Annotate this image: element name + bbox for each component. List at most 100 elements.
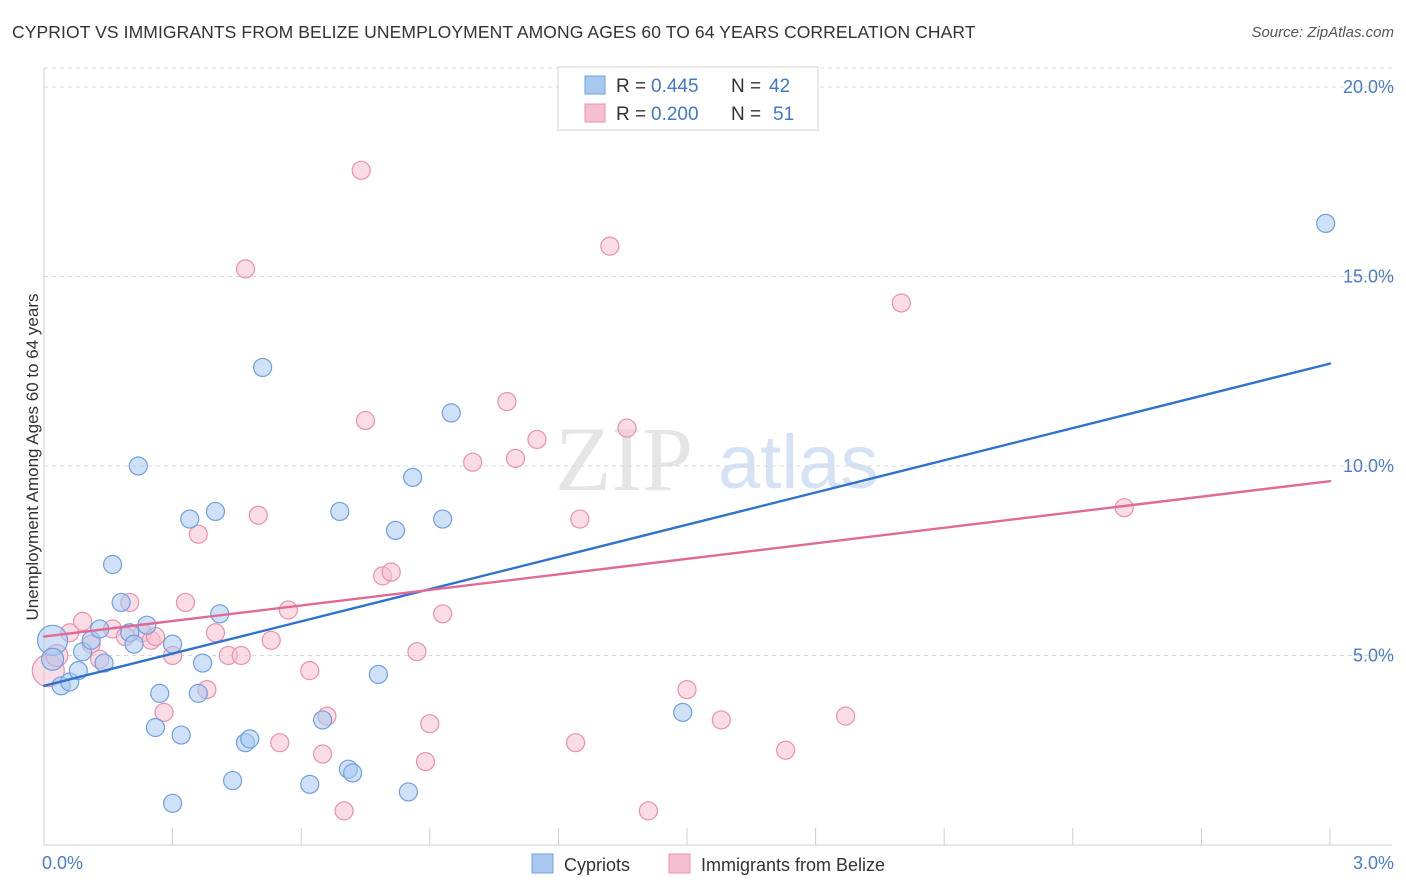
- cypriots-point: [150, 683, 170, 703]
- cypriots-point: [253, 357, 273, 378]
- belize-point: [407, 642, 427, 662]
- grid: [44, 67, 1392, 656]
- cypriots-point: [163, 634, 183, 654]
- y-tick-label: 15.0%: [1343, 266, 1394, 286]
- cypriots-point: [128, 456, 148, 476]
- source-label: Source: ZipAtlas.com: [1251, 24, 1394, 41]
- belize-point: [248, 505, 268, 525]
- series-immigrants-from-belize-points: [31, 160, 1134, 821]
- belize-point: [505, 448, 526, 468]
- legend-n-value-2: 51: [773, 104, 794, 125]
- cypriots-point: [163, 793, 183, 813]
- belize-point: [154, 702, 174, 722]
- cypriots-point: [433, 509, 453, 529]
- belize-point: [313, 744, 333, 764]
- x-ticks: [172, 828, 1331, 845]
- cypriots-point: [300, 774, 320, 794]
- cypriots-point: [193, 653, 213, 673]
- belize-point: [617, 418, 637, 438]
- cypriots-point: [385, 520, 406, 541]
- cypriots-point: [441, 403, 461, 423]
- cypriots-point: [102, 554, 123, 575]
- x-tick-label-min: 0.0%: [42, 853, 83, 873]
- cypriots-point: [313, 710, 333, 730]
- belize-point: [527, 429, 547, 450]
- legend-r-value-1: 0.445: [651, 76, 699, 97]
- belize-point: [351, 160, 371, 180]
- legend-r-value-2: 0.200: [651, 104, 699, 125]
- watermark-atlas: atlas: [718, 420, 879, 505]
- cypriots-point: [188, 683, 208, 703]
- chart-title: CYPRIOT VS IMMIGRANTS FROM BELIZE UNEMPL…: [12, 22, 976, 42]
- belize-point: [334, 801, 354, 821]
- cypriots-point: [145, 717, 166, 738]
- cypriots-point: [40, 647, 65, 671]
- cypriots-point: [673, 702, 693, 722]
- belize-point: [270, 733, 290, 753]
- cypriots-point: [368, 664, 388, 685]
- cypriots-point: [180, 509, 200, 529]
- belize-point: [497, 391, 517, 412]
- cypriots-point: [403, 467, 423, 487]
- legend-n-label-1: N =: [731, 76, 766, 97]
- belize-point: [463, 452, 483, 472]
- legend-swatch-belize: [584, 103, 606, 123]
- series-legend: Cypriots Immigrants from Belize: [531, 853, 885, 875]
- belize-point: [836, 706, 856, 726]
- legend-label-cypriots: Cypriots: [564, 855, 630, 875]
- belize-point: [638, 801, 659, 821]
- series-cypriots-points: [36, 213, 1336, 813]
- belize-point: [891, 293, 911, 313]
- belize-point: [381, 562, 401, 582]
- y-tick-label: 20.0%: [1343, 77, 1394, 97]
- belize-point: [261, 630, 281, 650]
- cypriots-point: [205, 501, 226, 522]
- watermark: ZIP atlas: [555, 408, 879, 510]
- legend-n-value-1: 42: [769, 76, 790, 97]
- belize-point: [433, 604, 453, 624]
- belize-point: [420, 714, 440, 734]
- cypriots-point: [94, 653, 114, 673]
- cypriots-point: [240, 729, 260, 749]
- cypriots-point: [330, 501, 350, 522]
- belize-point: [355, 410, 376, 431]
- x-tick-label-max: 3.0%: [1353, 853, 1394, 873]
- cypriots-point: [1316, 213, 1336, 233]
- belize-point: [415, 752, 436, 772]
- cypriots-trend-line: [42, 362, 1332, 688]
- axes: [43, 68, 1392, 846]
- cypriots-point: [111, 592, 131, 613]
- belize-point: [231, 645, 251, 666]
- cypriots-point: [124, 634, 144, 654]
- y-tick-label: 5.0%: [1353, 645, 1394, 665]
- cypriots-point: [223, 770, 243, 791]
- legend-marker-belize: [668, 853, 691, 874]
- y-axis-label: Unemployment Among Ages 60 to 64 years: [23, 294, 42, 621]
- legend-label-belize: Immigrants from Belize: [701, 855, 885, 875]
- belize-point: [278, 600, 298, 620]
- belize-point: [72, 611, 93, 631]
- trend-lines: [42, 362, 1332, 688]
- belize-point: [711, 710, 731, 730]
- belize-point: [235, 259, 256, 279]
- y-tick-labels: 5.0% 10.0% 15.0% 20.0%: [1343, 77, 1394, 666]
- belize-point: [775, 740, 796, 760]
- belize-point: [300, 661, 320, 681]
- legend-marker-cypriots: [531, 853, 554, 874]
- correlation-legend: R = 0.445 N = 42 R = 0.200 N = 51: [557, 66, 819, 131]
- cypriots-point: [343, 763, 363, 783]
- legend-r-label-2: R =: [616, 104, 651, 125]
- belize-point: [205, 623, 226, 643]
- belize-point: [570, 509, 590, 529]
- y-tick-label: 10.0%: [1343, 456, 1394, 476]
- belize-point: [565, 733, 586, 753]
- belize-point: [188, 524, 208, 544]
- legend-swatch-cypriots: [584, 75, 606, 95]
- belize-point: [600, 236, 620, 256]
- cypriots-point: [171, 725, 191, 745]
- legend-r-label-1: R =: [616, 76, 651, 97]
- belize-trend-line: [42, 479, 1332, 638]
- belize-point: [677, 679, 697, 700]
- legend-n-label-2: N =: [731, 104, 766, 125]
